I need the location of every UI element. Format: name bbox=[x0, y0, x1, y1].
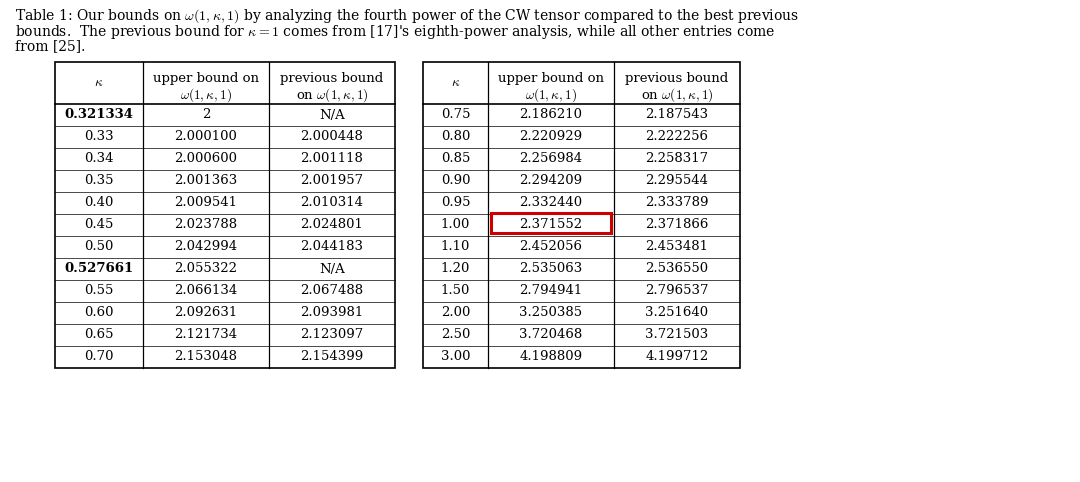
Text: 2.010314: 2.010314 bbox=[300, 197, 364, 210]
Text: 2.067488: 2.067488 bbox=[300, 284, 364, 297]
Text: 2.50: 2.50 bbox=[441, 329, 470, 342]
Text: $\omega(1, \kappa, 1)$: $\omega(1, \kappa, 1)$ bbox=[180, 86, 232, 104]
Text: 2.121734: 2.121734 bbox=[175, 329, 238, 342]
Text: 0.55: 0.55 bbox=[84, 284, 113, 297]
Text: 2.042994: 2.042994 bbox=[175, 241, 238, 254]
Text: 2.258317: 2.258317 bbox=[646, 152, 708, 165]
Text: 1.00: 1.00 bbox=[441, 218, 470, 231]
Text: 2.001363: 2.001363 bbox=[174, 174, 238, 187]
Text: 2.222256: 2.222256 bbox=[646, 131, 708, 144]
Text: 2.092631: 2.092631 bbox=[174, 307, 238, 320]
Text: 2.371552: 2.371552 bbox=[519, 218, 582, 231]
Text: 0.45: 0.45 bbox=[84, 218, 113, 231]
Text: 2.186210: 2.186210 bbox=[519, 108, 582, 121]
Text: bounds.  The previous bound for $\kappa = 1$ comes from [17]'s eighth-power anal: bounds. The previous bound for $\kappa =… bbox=[15, 23, 775, 41]
Text: 0.70: 0.70 bbox=[84, 350, 113, 363]
Text: 2.294209: 2.294209 bbox=[519, 174, 582, 187]
Text: 0.35: 0.35 bbox=[84, 174, 113, 187]
Text: 1.50: 1.50 bbox=[441, 284, 470, 297]
Text: 2.333789: 2.333789 bbox=[645, 197, 708, 210]
Text: 4.198809: 4.198809 bbox=[519, 350, 582, 363]
Text: 3.720468: 3.720468 bbox=[519, 329, 582, 342]
Text: previous bound: previous bound bbox=[625, 72, 729, 85]
Text: 2.000448: 2.000448 bbox=[300, 131, 364, 144]
Text: Table 1: Our bounds on $\omega(1, \kappa, 1)$ by analyzing the fourth power of t: Table 1: Our bounds on $\omega(1, \kappa… bbox=[15, 7, 799, 25]
Text: 1.20: 1.20 bbox=[441, 263, 470, 276]
Text: 3.721503: 3.721503 bbox=[646, 329, 708, 342]
Text: $\omega(1, \kappa, 1)$: $\omega(1, \kappa, 1)$ bbox=[525, 86, 577, 104]
Text: 2: 2 bbox=[202, 108, 211, 121]
Text: 0.75: 0.75 bbox=[441, 108, 470, 121]
Text: N/A: N/A bbox=[319, 108, 345, 121]
Text: 0.90: 0.90 bbox=[441, 174, 470, 187]
Text: 0.80: 0.80 bbox=[441, 131, 470, 144]
Text: upper bound on: upper bound on bbox=[498, 72, 604, 85]
Text: 2.220929: 2.220929 bbox=[519, 131, 582, 144]
Text: 2.371866: 2.371866 bbox=[646, 218, 708, 231]
Text: 2.000600: 2.000600 bbox=[175, 152, 238, 165]
Text: 1.10: 1.10 bbox=[441, 241, 470, 254]
Text: 0.321334: 0.321334 bbox=[65, 108, 134, 121]
Text: 0.34: 0.34 bbox=[84, 152, 113, 165]
Text: 0.50: 0.50 bbox=[84, 241, 113, 254]
Bar bbox=[423, 62, 740, 368]
Text: 2.452056: 2.452056 bbox=[519, 241, 582, 254]
Text: 0.60: 0.60 bbox=[84, 307, 113, 320]
Text: 3.251640: 3.251640 bbox=[646, 307, 708, 320]
Text: 2.295544: 2.295544 bbox=[646, 174, 708, 187]
Text: 0.33: 0.33 bbox=[84, 131, 113, 144]
Text: 2.055322: 2.055322 bbox=[175, 263, 238, 276]
Text: 2.066134: 2.066134 bbox=[174, 284, 238, 297]
Text: 0.65: 0.65 bbox=[84, 329, 113, 342]
Text: 2.024801: 2.024801 bbox=[300, 218, 364, 231]
Bar bbox=[491, 213, 611, 233]
Text: 2.535063: 2.535063 bbox=[519, 263, 582, 276]
Text: 2.023788: 2.023788 bbox=[175, 218, 238, 231]
Text: 3.00: 3.00 bbox=[441, 350, 470, 363]
Text: 2.154399: 2.154399 bbox=[300, 350, 364, 363]
Text: $\kappa$: $\kappa$ bbox=[94, 77, 104, 90]
Text: 0.85: 0.85 bbox=[441, 152, 470, 165]
Text: on $\omega(1, \kappa, 1)$: on $\omega(1, \kappa, 1)$ bbox=[640, 86, 713, 104]
Text: on $\omega(1, \kappa, 1)$: on $\omega(1, \kappa, 1)$ bbox=[296, 86, 368, 104]
Text: 2.093981: 2.093981 bbox=[300, 307, 364, 320]
Text: from [25].: from [25]. bbox=[15, 39, 85, 53]
Text: 2.536550: 2.536550 bbox=[646, 263, 708, 276]
Text: 2.256984: 2.256984 bbox=[519, 152, 582, 165]
Text: N/A: N/A bbox=[319, 263, 345, 276]
Text: upper bound on: upper bound on bbox=[153, 72, 259, 85]
Text: 0.95: 0.95 bbox=[441, 197, 470, 210]
Text: 4.199712: 4.199712 bbox=[646, 350, 708, 363]
Text: 2.044183: 2.044183 bbox=[300, 241, 364, 254]
Text: 0.40: 0.40 bbox=[84, 197, 113, 210]
Text: 3.250385: 3.250385 bbox=[519, 307, 582, 320]
Text: 2.794941: 2.794941 bbox=[519, 284, 582, 297]
Text: 2.453481: 2.453481 bbox=[646, 241, 708, 254]
Text: 2.009541: 2.009541 bbox=[175, 197, 238, 210]
Text: 2.001957: 2.001957 bbox=[300, 174, 364, 187]
Text: 2.123097: 2.123097 bbox=[300, 329, 364, 342]
Text: 2.187543: 2.187543 bbox=[646, 108, 708, 121]
Text: 2.000100: 2.000100 bbox=[175, 131, 238, 144]
Text: 2.001118: 2.001118 bbox=[300, 152, 364, 165]
Text: $\kappa$: $\kappa$ bbox=[450, 77, 460, 90]
Bar bbox=[55, 62, 395, 368]
Text: 2.332440: 2.332440 bbox=[519, 197, 582, 210]
Text: 0.527661: 0.527661 bbox=[65, 263, 134, 276]
Text: 2.796537: 2.796537 bbox=[645, 284, 708, 297]
Text: 2.153048: 2.153048 bbox=[175, 350, 238, 363]
Text: previous bound: previous bound bbox=[281, 72, 383, 85]
Text: 2.00: 2.00 bbox=[441, 307, 470, 320]
